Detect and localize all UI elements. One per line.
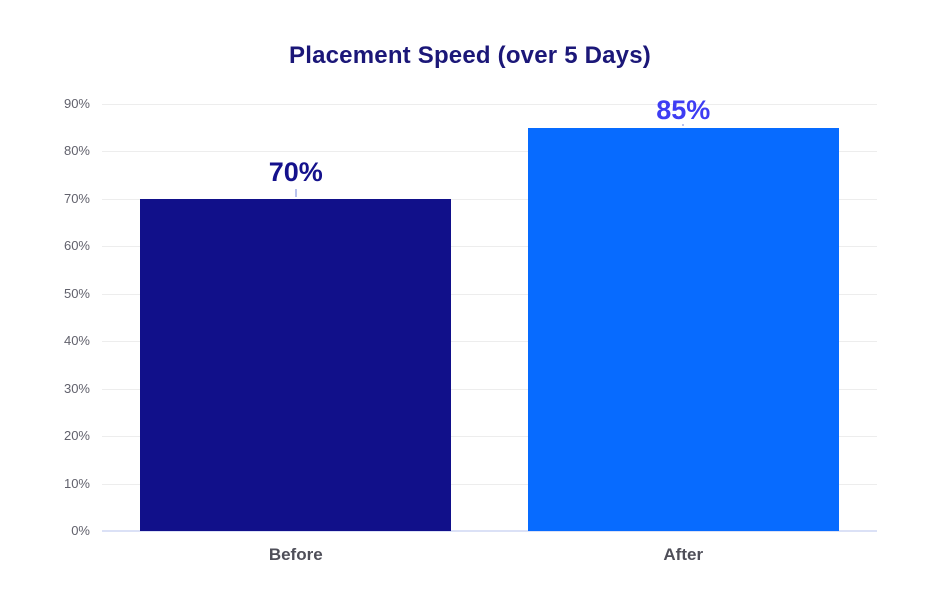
gridline <box>102 246 877 248</box>
gridline <box>102 483 877 485</box>
y-axis-tick-label: 80% <box>63 143 90 159</box>
gridline <box>102 341 877 343</box>
y-axis-tick-label: 60% <box>63 238 90 254</box>
bar-value-label: 70% <box>268 156 323 187</box>
gridline <box>102 436 877 438</box>
gridline <box>102 151 877 153</box>
value-label-leader-tick <box>682 123 685 126</box>
y-axis-tick-label: 70% <box>63 190 90 206</box>
y-axis-tick-label: 30% <box>63 380 90 396</box>
x-axis-category-label: After <box>663 545 704 564</box>
value-label-leader-tick <box>294 188 297 197</box>
bar-after <box>527 127 839 531</box>
bar-before <box>140 198 452 531</box>
gridline <box>102 293 877 295</box>
gridline <box>102 198 877 200</box>
x-axis-baseline <box>102 530 877 532</box>
x-axis-category-label: Before <box>268 545 323 564</box>
y-axis-tick-label: 20% <box>63 428 90 444</box>
y-axis-tick-label: 50% <box>63 285 90 301</box>
y-axis-tick-label: 40% <box>63 333 90 349</box>
y-axis-tick-label: 90% <box>63 96 90 111</box>
y-axis-tick-label: 0% <box>71 523 90 538</box>
y-axis-tick-label: 10% <box>63 475 90 491</box>
gridline <box>102 104 877 105</box>
gridline <box>102 388 877 390</box>
bar-value-label: 85% <box>656 94 711 125</box>
chart-title: Placement Speed (over 5 Days) <box>289 42 651 69</box>
